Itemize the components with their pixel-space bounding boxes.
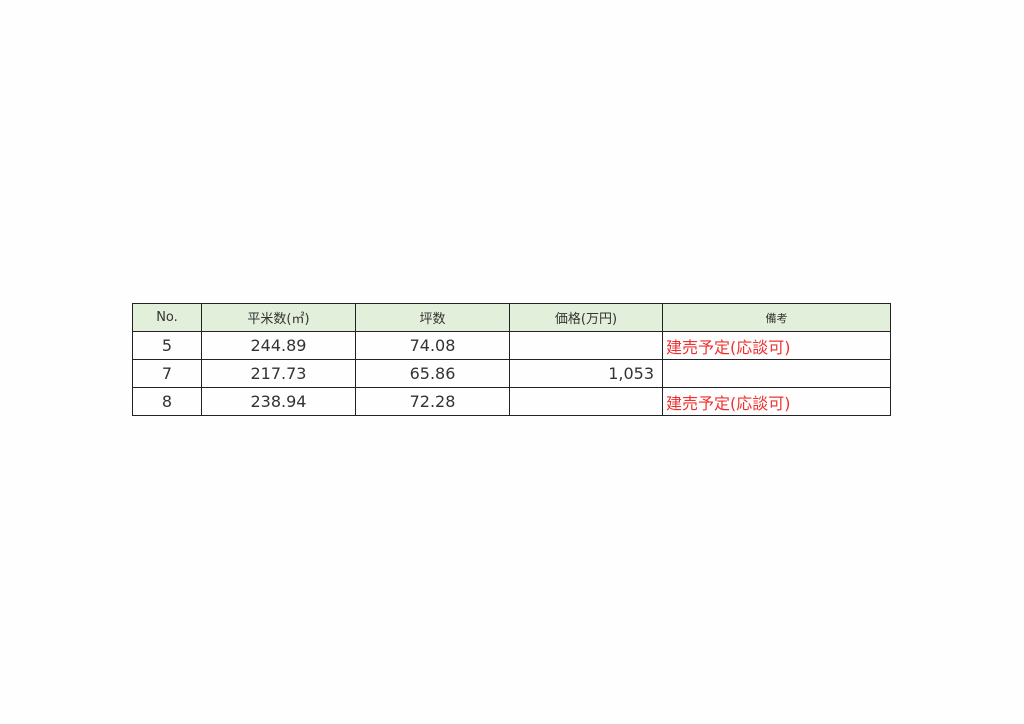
cell-sqm: 217.73: [201, 359, 356, 388]
cell-sqm: 238.94: [201, 387, 356, 416]
cell-no: 7: [132, 359, 202, 388]
header-tsubo: 坪数: [355, 303, 510, 332]
table-row: 5 244.89 74.08 建売予定(応談可): [132, 331, 891, 360]
cell-price: 1,053: [509, 359, 663, 388]
lot-table: No. 平米数(㎡) 坪数 価格(万円) 備考 5 244.89 74.08 建…: [132, 303, 891, 416]
cell-note: 建売予定(応談可): [662, 331, 891, 360]
cell-tsubo: 65.86: [355, 359, 510, 388]
cell-tsubo: 72.28: [355, 387, 510, 416]
cell-price: [509, 331, 663, 360]
cell-no: 8: [132, 387, 202, 416]
header-sqm: 平米数(㎡): [201, 303, 356, 332]
header-note: 備考: [662, 303, 891, 332]
table-row: 8 238.94 72.28 建売予定(応談可): [132, 387, 891, 416]
table-row: 7 217.73 65.86 1,053: [132, 359, 891, 388]
cell-no: 5: [132, 331, 202, 360]
header-no: No.: [132, 303, 202, 332]
cell-price: [509, 387, 663, 416]
cell-tsubo: 74.08: [355, 331, 510, 360]
cell-note: 建売予定(応談可): [662, 387, 891, 416]
cell-note: [662, 359, 891, 388]
header-price: 価格(万円): [509, 303, 663, 332]
cell-sqm: 244.89: [201, 331, 356, 360]
header-row: No. 平米数(㎡) 坪数 価格(万円) 備考: [132, 303, 891, 332]
